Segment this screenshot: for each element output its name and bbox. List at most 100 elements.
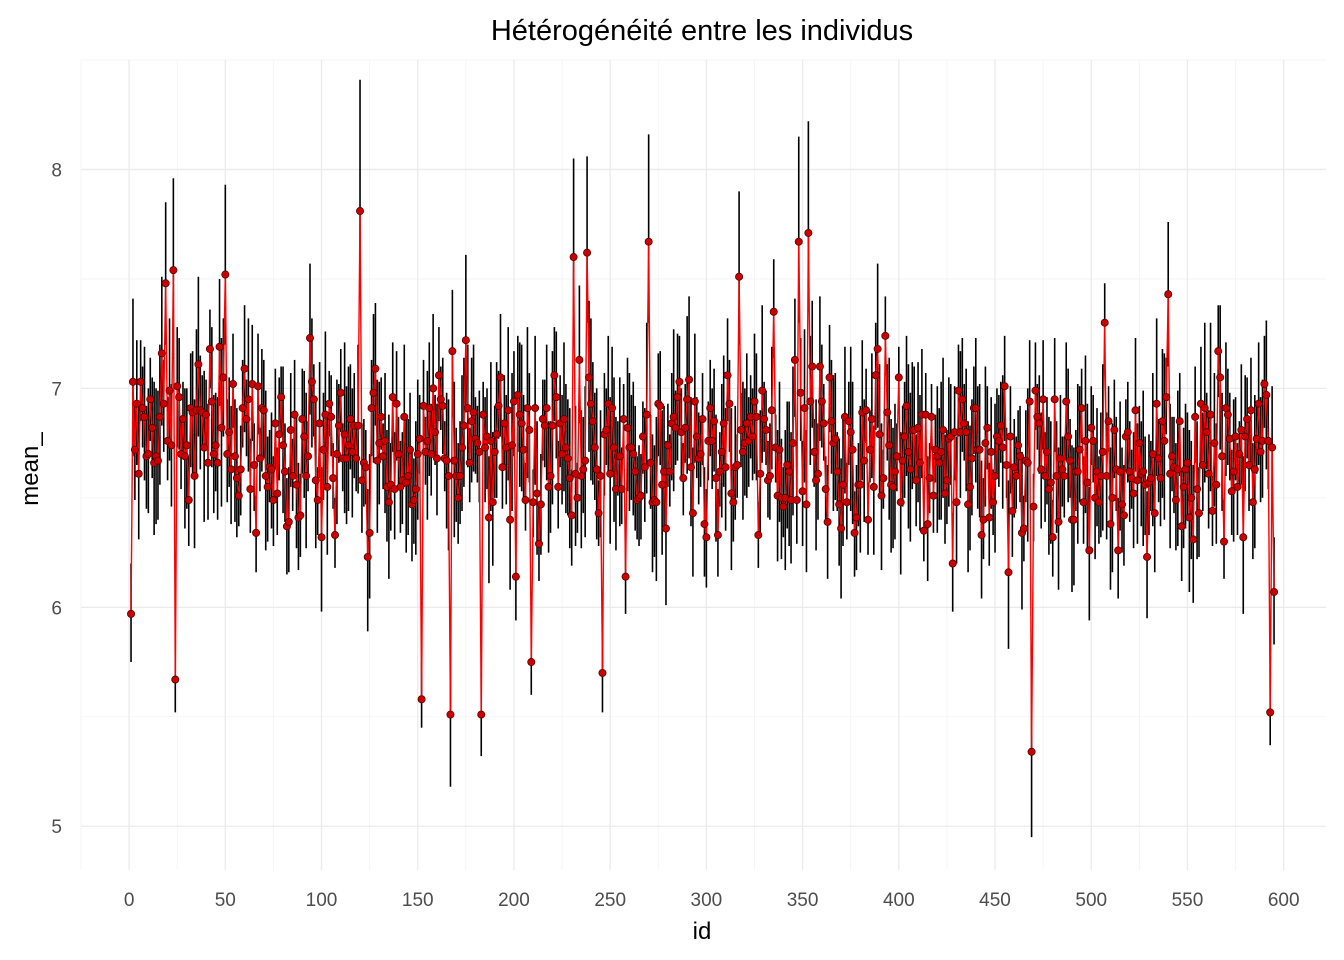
data-point [925, 474, 934, 483]
data-point [1150, 509, 1159, 518]
data-point [367, 404, 376, 413]
data-point [1171, 496, 1180, 505]
data-point [661, 524, 670, 533]
data-point [631, 467, 640, 476]
data-point [246, 485, 255, 494]
data-point [848, 445, 857, 454]
data-point [296, 511, 305, 520]
data-point [873, 344, 882, 353]
data-point [725, 399, 734, 408]
data-point [1027, 747, 1036, 756]
data-point [509, 397, 518, 406]
data-point [567, 511, 576, 520]
data-point [279, 441, 288, 450]
data-point [735, 272, 744, 281]
x-axis-ticks: 0 50 100 150 200 250 300 350 400 450 500 550 600 [124, 890, 1300, 911]
data-point [904, 447, 913, 456]
data-point [1256, 447, 1265, 456]
data-point [552, 393, 561, 402]
data-point [1008, 506, 1017, 515]
data-point [585, 373, 594, 382]
data-point [1218, 452, 1227, 461]
data-point [1069, 515, 1078, 524]
data-point [484, 513, 493, 522]
data-point [991, 471, 1000, 480]
data-point [542, 404, 551, 413]
data-point [169, 266, 178, 275]
data-point [825, 373, 834, 382]
data-point [1233, 482, 1242, 491]
data-point [954, 386, 963, 395]
data-point [381, 436, 390, 445]
data-point [363, 552, 372, 561]
data-point [690, 397, 699, 406]
data-point [1110, 425, 1119, 434]
data-point [171, 675, 180, 684]
data-point [1154, 454, 1163, 463]
data-point [134, 469, 143, 478]
data-point [513, 390, 522, 399]
data-point [602, 425, 611, 434]
data-point [173, 382, 182, 391]
data-point [915, 458, 924, 467]
data-point [906, 465, 915, 474]
data-point [481, 443, 490, 452]
data-point [656, 401, 665, 410]
data-point [1050, 395, 1059, 404]
data-point [269, 496, 278, 505]
data-point [263, 482, 272, 491]
data-point [415, 434, 424, 443]
data-point [1164, 290, 1173, 299]
data-point [1166, 469, 1175, 478]
data-point [159, 399, 168, 408]
data-point [1052, 471, 1061, 480]
data-point [211, 441, 220, 450]
data-point [1012, 471, 1021, 480]
data-point [325, 399, 334, 408]
data-point [798, 487, 807, 496]
data-point [427, 450, 436, 459]
data-point [864, 515, 873, 524]
data-point [259, 406, 268, 415]
data-point [594, 509, 603, 518]
data-point [242, 415, 251, 424]
data-point [413, 450, 422, 459]
data-point [558, 450, 567, 459]
data-point [869, 482, 878, 491]
data-point [583, 248, 592, 257]
data-point [402, 478, 411, 487]
data-point [479, 410, 488, 419]
data-point [1010, 463, 1019, 472]
data-point [962, 428, 971, 437]
data-point [748, 432, 757, 441]
data-point [431, 428, 440, 437]
data-point [446, 710, 455, 719]
data-point [1216, 373, 1225, 382]
data-point [1221, 404, 1230, 413]
data-point [290, 410, 299, 419]
data-point [1264, 436, 1273, 445]
data-point [1194, 509, 1203, 518]
data-point [1075, 445, 1084, 454]
data-point [548, 421, 557, 430]
x-tick-label: 250 [594, 890, 626, 911]
data-point [623, 423, 632, 432]
data-point [461, 336, 470, 345]
data-point [559, 415, 568, 424]
data-point [319, 445, 328, 454]
data-point [1187, 493, 1196, 502]
data-point [981, 439, 990, 448]
data-point [1173, 465, 1182, 474]
data-point [964, 500, 973, 509]
data-point [436, 395, 445, 404]
data-point [531, 404, 540, 413]
data-point [317, 533, 326, 542]
data-point [356, 207, 365, 216]
data-point [1135, 439, 1144, 448]
data-point [815, 362, 824, 371]
data-point [490, 447, 499, 456]
data-point [804, 228, 813, 237]
data-point [1041, 471, 1050, 480]
data-point [867, 415, 876, 424]
data-point [1193, 485, 1202, 494]
